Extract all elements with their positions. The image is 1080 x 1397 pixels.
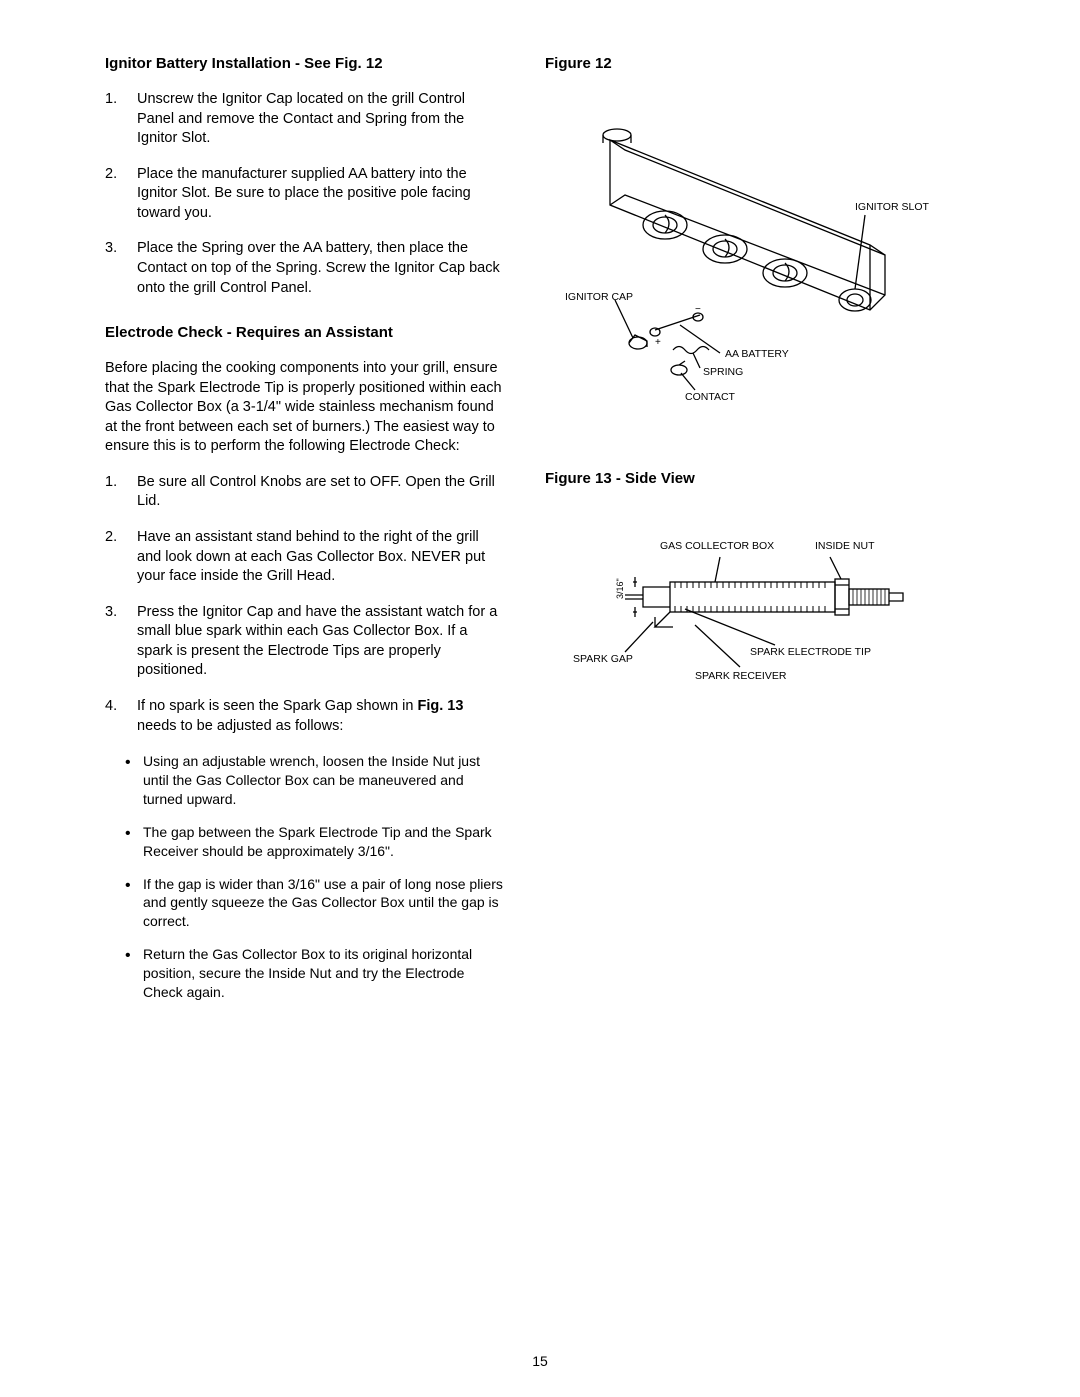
list-item: 1. Unscrew the Ignitor Cap located on th… xyxy=(105,90,505,149)
list-item: 3. Press the Ignitor Cap and have the as… xyxy=(105,603,505,681)
step-number: 4. xyxy=(105,697,119,736)
heading-electrode: Electrode Check - Requires an Assistant xyxy=(105,324,505,341)
list-item: The gap between the Spark Electrode Tip … xyxy=(125,823,505,861)
figure-13-diagram: GAS COLLECTOR BOX INSIDE NUT 3/16" SPARK… xyxy=(555,527,935,707)
list-item: 2. Place the manufacturer supplied AA ba… xyxy=(105,165,505,224)
figure-13-title: Figure 13 - Side View xyxy=(545,470,940,487)
step-text: Press the Ignitor Cap and have the assis… xyxy=(137,603,505,681)
label-ignitor-slot: IGNITOR SLOT xyxy=(855,201,929,213)
adjustment-bullets: Using an adjustable wrench, loosen the I… xyxy=(125,752,505,1002)
step-number: 2. xyxy=(105,165,119,224)
step-text: Place the manufacturer supplied AA batte… xyxy=(137,165,505,224)
list-item: Using an adjustable wrench, loosen the I… xyxy=(125,752,505,809)
figure-12-title: Figure 12 xyxy=(545,55,940,72)
step-number: 3. xyxy=(105,239,119,298)
figure-12-diagram: − + IGNITOR SLOT IGNITOR CAP xyxy=(555,125,935,425)
left-column: Ignitor Battery Installation - See Fig. … xyxy=(105,55,505,1016)
page-number: 15 xyxy=(0,1353,1080,1369)
list-item: 4. If no spark is seen the Spark Gap sho… xyxy=(105,697,505,736)
label-contact: CONTACT xyxy=(685,391,736,403)
step-number: 1. xyxy=(105,473,119,512)
list-item: If the gap is wider than 3/16" use a pai… xyxy=(125,875,505,932)
list-item: 3. Place the Spring over the AA battery,… xyxy=(105,239,505,298)
label-gas-collector: GAS COLLECTOR BOX xyxy=(660,540,774,552)
list-item: Return the Gas Collector Box to its orig… xyxy=(125,945,505,1002)
step-text: Unscrew the Ignitor Cap located on the g… xyxy=(137,90,505,149)
two-column-layout: Ignitor Battery Installation - See Fig. … xyxy=(105,55,1000,1016)
step-number: 2. xyxy=(105,528,119,587)
label-aa-battery: AA BATTERY xyxy=(725,348,789,360)
electrode-intro: Before placing the cooking components in… xyxy=(105,359,505,457)
label-spring: SPRING xyxy=(703,366,743,378)
step-text: Place the Spring over the AA battery, th… xyxy=(137,239,505,298)
list-item: 1. Be sure all Control Knobs are set to … xyxy=(105,473,505,512)
text-prefix: If no spark is seen the Spark Gap shown … xyxy=(137,698,417,714)
step-text: Have an assistant stand behind to the ri… xyxy=(137,528,505,587)
svg-text:−: − xyxy=(695,304,701,315)
page: Ignitor Battery Installation - See Fig. … xyxy=(0,0,1080,1397)
label-gap-dim: 3/16" xyxy=(615,578,625,599)
step-number: 3. xyxy=(105,603,119,681)
list-item: 2. Have an assistant stand behind to the… xyxy=(105,528,505,587)
fig-ref: Fig. 13 xyxy=(417,698,463,714)
label-electrode-tip: SPARK ELECTRODE TIP xyxy=(750,646,871,658)
electrode-steps: 1. Be sure all Control Knobs are set to … xyxy=(105,473,505,736)
label-ignitor-cap: IGNITOR CAP xyxy=(565,291,633,303)
battery-steps: 1. Unscrew the Ignitor Cap located on th… xyxy=(105,90,505,298)
step-text: If no spark is seen the Spark Gap shown … xyxy=(137,697,505,736)
right-column: Figure 12 xyxy=(545,55,940,1016)
label-inside-nut: INSIDE NUT xyxy=(815,540,875,552)
label-spark-gap: SPARK GAP xyxy=(573,653,633,665)
heading-battery: Ignitor Battery Installation - See Fig. … xyxy=(105,55,505,72)
step-text: Be sure all Control Knobs are set to OFF… xyxy=(137,473,505,512)
label-spark-receiver: SPARK RECEIVER xyxy=(695,670,787,682)
figure-13-wrap: Figure 13 - Side View xyxy=(545,470,940,712)
text-suffix: needs to be adjusted as follows: xyxy=(137,718,343,734)
svg-text:+: + xyxy=(655,337,661,348)
step-number: 1. xyxy=(105,90,119,149)
